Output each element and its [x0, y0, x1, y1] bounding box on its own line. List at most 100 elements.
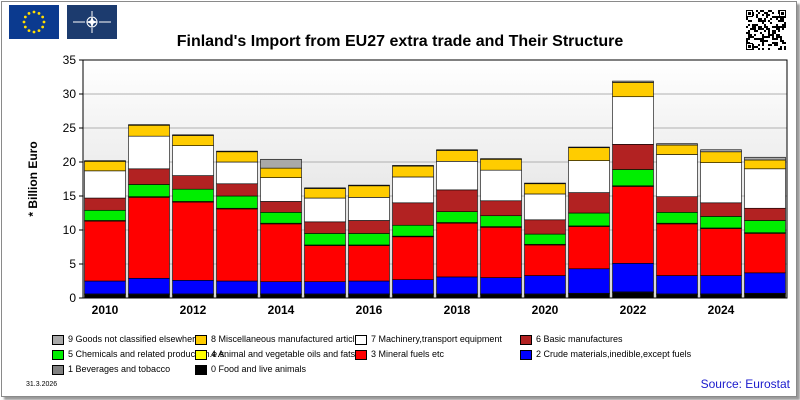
bar-segment	[304, 221, 346, 234]
bar-segment	[656, 196, 698, 213]
legend-swatch	[195, 334, 207, 345]
bar-segment	[348, 280, 390, 295]
bar-segment	[480, 226, 522, 278]
legend-swatch	[52, 334, 64, 345]
bar-segment	[744, 272, 786, 294]
bar-segment	[392, 202, 434, 226]
bar-segment	[700, 151, 742, 163]
x-tick-label: 2024	[708, 303, 735, 317]
bar-segment	[524, 219, 566, 235]
bar-segment	[84, 294, 126, 299]
y-tick-label: 0	[69, 291, 76, 305]
bar-segment	[568, 293, 610, 299]
legend-item: 4 Animal and vegetable oils and fats	[195, 348, 355, 360]
bar-segment	[612, 186, 654, 264]
bar-segment	[172, 294, 214, 299]
legend-label: 4 Animal and vegetable oils and fats	[211, 349, 356, 359]
legend-swatch	[520, 349, 532, 360]
bar-segment	[568, 147, 610, 161]
plot-border	[82, 59, 788, 299]
bar-segment	[568, 160, 610, 193]
bar-segment	[84, 209, 126, 221]
bar-segment	[480, 277, 522, 295]
legend-swatch	[195, 364, 207, 375]
bar-segment	[172, 135, 214, 146]
y-tick-label: 35	[63, 53, 77, 67]
bar-segment	[612, 263, 654, 293]
bar-segment	[260, 212, 302, 224]
bar-segment	[348, 185, 390, 198]
bar-segment	[700, 162, 742, 204]
bar-segment	[436, 211, 478, 223]
x-tick-label: 2018	[444, 303, 471, 317]
y-tick-label: 15	[63, 189, 77, 203]
bar-segment	[612, 82, 654, 98]
legend-label: 7 Machinery,transport equipment	[371, 334, 502, 344]
x-tick-label: 2022	[620, 303, 647, 317]
bar-segment	[304, 197, 346, 223]
bar-segment	[172, 201, 214, 281]
bar-segment	[524, 294, 566, 299]
bar-segment	[392, 236, 434, 280]
bar-segment	[84, 160, 126, 162]
y-tick-label: 20	[63, 155, 77, 169]
bar-segment	[480, 215, 522, 227]
bar-segment	[700, 202, 742, 217]
bar-segment	[216, 150, 258, 153]
legend-label: 8 Miscellaneous manufactured articles	[211, 334, 365, 344]
bar-segment	[128, 124, 170, 126]
bar-segment	[304, 294, 346, 299]
y-tick-label: 5	[69, 257, 76, 271]
bar-segment	[128, 294, 170, 299]
legend-swatch	[520, 334, 532, 345]
bar-segment	[524, 182, 566, 185]
bar-segment	[84, 170, 126, 199]
bar-segment	[172, 175, 214, 190]
legend-item: 0 Food and live animals	[195, 363, 306, 375]
bar-segment	[744, 220, 786, 234]
bar-segment	[744, 233, 786, 274]
bar-segment	[656, 212, 698, 224]
bar-segment	[612, 292, 654, 299]
bar-segment	[304, 187, 346, 189]
bar-segment	[744, 207, 786, 221]
bar-segment	[260, 223, 302, 282]
bar-segment	[260, 158, 302, 169]
bar-segment	[656, 144, 698, 155]
bar-segment	[128, 184, 170, 197]
qr-code-icon[interactable]	[746, 10, 786, 50]
bar-segment	[656, 275, 698, 295]
legend-item: 7 Machinery,transport equipment	[355, 333, 502, 345]
bar-segment	[480, 158, 522, 160]
bar-segment	[480, 294, 522, 299]
legend-swatch	[52, 364, 64, 375]
bar-segment	[700, 275, 742, 295]
bar-segment	[260, 294, 302, 299]
bar-segment	[84, 161, 126, 172]
bar-segment	[128, 124, 170, 137]
legend-swatch	[355, 349, 367, 360]
bar-segment	[392, 279, 434, 295]
bar-segment	[524, 233, 566, 245]
bar-segment	[348, 245, 390, 282]
bar-segment	[128, 277, 170, 295]
bar-segment	[612, 96, 654, 145]
bar-segment	[304, 245, 346, 282]
bar-segment	[304, 188, 346, 199]
bar-segment	[128, 168, 170, 185]
bar-segment	[744, 293, 786, 299]
bar-segment	[392, 294, 434, 299]
eu-flag-icon	[9, 5, 59, 39]
bar-segment	[84, 280, 126, 295]
x-tick-label: 2012	[180, 303, 207, 317]
source-link[interactable]: Source: Eurostat	[700, 377, 790, 391]
bar-segment	[348, 233, 390, 246]
bar-segment	[348, 294, 390, 299]
bar-segment	[700, 294, 742, 299]
bar-segment	[436, 161, 478, 191]
bar-segment	[524, 193, 566, 221]
bar-segment	[436, 149, 478, 151]
bar-segment	[172, 280, 214, 295]
bar-segment	[348, 197, 390, 221]
y-tick-label: 30	[63, 87, 77, 101]
